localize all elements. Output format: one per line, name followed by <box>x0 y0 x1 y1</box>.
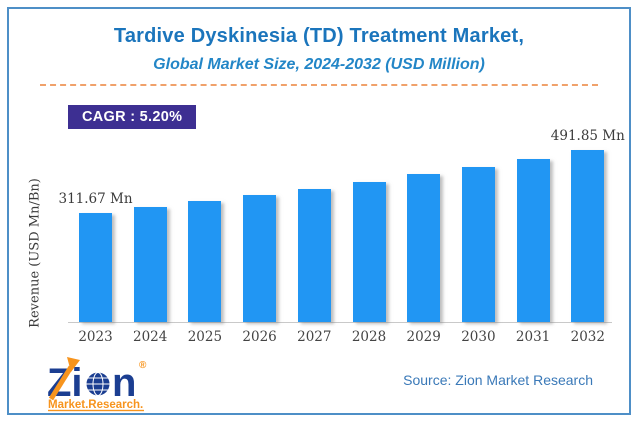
bar-2027 <box>297 188 331 322</box>
chart-subtitle: Global Market Size, 2024-2032 (USD Milli… <box>153 56 485 73</box>
x-tick-2023: 2023 <box>78 329 113 345</box>
bar-chart-plot-area: 2023 311.67 Mn 2024 2025 2026 2027 2028 2029 203… <box>58 128 624 345</box>
logo-globe-grid <box>86 372 110 396</box>
logo-tagline-underline <box>48 409 144 412</box>
x-tick-2031: 2031 <box>515 329 551 345</box>
bar-value-label-2023: 311.67 Mn <box>58 191 133 207</box>
x-tick-2025: 2025 <box>187 329 223 345</box>
cagr-badge: CAGR : 5.20% <box>68 105 197 129</box>
x-tick-2032: 2032 <box>570 329 605 345</box>
logo-arrow-icon <box>48 357 80 401</box>
dashed-divider <box>40 84 598 86</box>
bar-2030 <box>461 166 495 322</box>
logo-registered-mark: ® <box>139 360 147 371</box>
bar-2023 <box>79 213 112 322</box>
bar-2025 <box>188 201 222 322</box>
chart-title: Tardive Dyskinesia (TD) Treatment Market… <box>113 25 525 47</box>
bar-value-label-2032: 491.85 Mn <box>550 128 625 144</box>
bar-2026 <box>243 195 277 322</box>
x-tick-2027: 2027 <box>297 329 332 345</box>
bar-2031 <box>516 158 550 322</box>
x-tick-2030: 2030 <box>461 329 496 345</box>
zion-logo: Zi n ® Market.Research. <box>46 356 156 412</box>
bar-2028 <box>352 181 386 322</box>
x-tick-2024: 2024 <box>133 329 168 345</box>
x-tick-2026: 2026 <box>242 329 277 345</box>
y-axis-label: Revenue (USD Mn/Bn) <box>27 178 43 328</box>
x-tick-2028: 2028 <box>351 329 387 345</box>
bar-2024 <box>133 207 167 322</box>
logo-tagline: Market.Research. <box>48 399 143 411</box>
logo-brand-right: n <box>112 361 136 405</box>
x-tick-2029: 2029 <box>406 329 441 345</box>
bar-2029 <box>407 174 441 322</box>
bar-2032 <box>571 150 605 322</box>
zion-logo-graphic: Zi n ® Market.Research. <box>47 357 147 412</box>
source-attribution: Source: Zion Market Research <box>403 372 593 388</box>
